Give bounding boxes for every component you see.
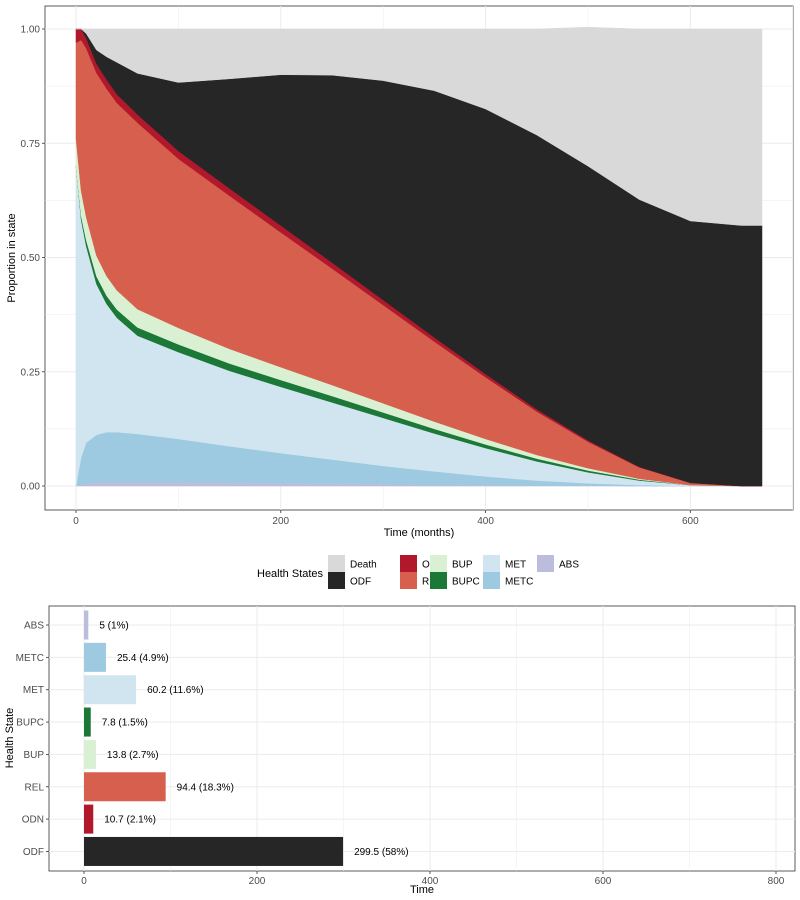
- legend-key-death: [328, 555, 345, 572]
- bar-y-tick-label: BUPC: [16, 718, 44, 729]
- bar-x-tick-label: 600: [595, 876, 612, 887]
- area-x-tick-label: 200: [272, 516, 289, 527]
- legend: Health States DeathODFODNRELBUPBUPCMETME…: [257, 555, 579, 589]
- bar-gridlines: [49, 606, 795, 871]
- legend-key-abs: [537, 555, 554, 572]
- bar-y-tick-label: ABS: [24, 621, 44, 632]
- area-y-tick-label: 0.50: [21, 253, 41, 264]
- bar-marks: 5 (1%) 25.4 (4.9%) 60.2 (11.6%) 7.8 (1.5%) 1…: [84, 610, 409, 866]
- legend-label-bup: BUP: [452, 560, 473, 571]
- bar-y-axis-title: Health State: [4, 708, 16, 769]
- bar-label-bupc: 7.8 (1.5%): [102, 718, 148, 729]
- bar-odn: [84, 804, 94, 834]
- area-y-ticks: 0.00 0.25 0.50 0.75 1.00: [21, 25, 45, 493]
- area-layers: [75, 26, 763, 487]
- legend-label-abs: ABS: [559, 560, 579, 571]
- bar-y-tick-label: REL: [25, 782, 45, 793]
- horizontal-bar-chart: 5 (1%) 25.4 (4.9%) 60.2 (11.6%) 7.8 (1.5%) 1…: [4, 605, 796, 896]
- bar-y-tick-label: ODF: [23, 847, 44, 858]
- area-series-death: [76, 26, 763, 226]
- bar-label-odf: 299.5 (58%): [354, 847, 408, 858]
- bar-metc: [84, 642, 106, 672]
- legend-label-met: MET: [505, 560, 526, 571]
- bar-label-met: 60.2 (11.6%): [147, 685, 204, 696]
- area-x-axis-title: Time (months): [384, 527, 455, 539]
- legend-key-bupc: [430, 572, 447, 589]
- bar-y-tick-label: ODN: [22, 815, 44, 826]
- bar-y-tick-label: MET: [23, 685, 44, 696]
- legend-key-metc: [483, 572, 500, 589]
- bar-y-ticks: ABS METC MET BUPC BUP REL ODN ODF: [16, 621, 49, 858]
- bar-label-rel: 94.4 (18.3%): [177, 782, 234, 793]
- legend-items: DeathODFODNRELBUPBUPCMETMETCABS: [328, 555, 579, 589]
- bar-x-tick-label: 800: [768, 876, 785, 887]
- bar-x-ticks: 0 200 400 600 800: [81, 871, 785, 887]
- bar-x-tick-label: 400: [422, 876, 439, 887]
- area-y-tick-label: 0.25: [21, 367, 41, 378]
- legend-key-rel: [400, 572, 417, 589]
- bar-label-abs: 5 (1%): [99, 621, 128, 632]
- legend-title: Health States: [257, 568, 324, 580]
- area-x-tick-label: 400: [477, 516, 494, 527]
- legend-label-bupc: BUPC: [452, 577, 480, 588]
- bar-bup: [84, 739, 96, 769]
- bar-x-tick-label: 200: [249, 876, 266, 887]
- area-y-tick-label: 1.00: [21, 25, 41, 36]
- bar-label-odn: 10.7 (2.1%): [104, 815, 156, 826]
- area-y-axis-title: Proportion in state: [6, 213, 18, 302]
- legend-label-odf: ODF: [350, 577, 371, 588]
- bar-y-tick-label: METC: [16, 653, 44, 664]
- bar-x-axis-title: Time: [410, 884, 434, 896]
- legend-label-metc: METC: [505, 577, 533, 588]
- bar-label-bup: 13.8 (2.7%): [107, 750, 159, 761]
- area-x-tick-label: 0: [73, 516, 79, 527]
- bar-y-tick-label: BUP: [23, 750, 44, 761]
- legend-key-odf: [328, 572, 345, 589]
- legend-key-odn: [400, 555, 417, 572]
- bar-met: [84, 675, 137, 705]
- area-x-tick-label: 600: [682, 516, 699, 527]
- bar-rel: [84, 772, 166, 802]
- area-y-tick-label: 0.00: [21, 482, 41, 493]
- bar-label-metc: 25.4 (4.9%): [117, 653, 169, 664]
- bar-abs: [84, 610, 89, 640]
- legend-key-bup: [430, 555, 447, 572]
- bar-plot-panel: [48, 605, 796, 872]
- area-x-ticks: 0 200 400 600: [73, 510, 699, 527]
- bar-bupc: [84, 707, 91, 737]
- legend-label-death: Death: [350, 560, 377, 571]
- bar-x-tick-label: 0: [81, 876, 87, 887]
- bar-odf: [84, 836, 344, 866]
- stacked-area-chart: 0.00 0.25 0.50 0.75 1.00 0 200 400 600 Time (mo…: [6, 5, 794, 539]
- area-y-tick-label: 0.75: [21, 139, 41, 150]
- legend-key-met: [483, 555, 500, 572]
